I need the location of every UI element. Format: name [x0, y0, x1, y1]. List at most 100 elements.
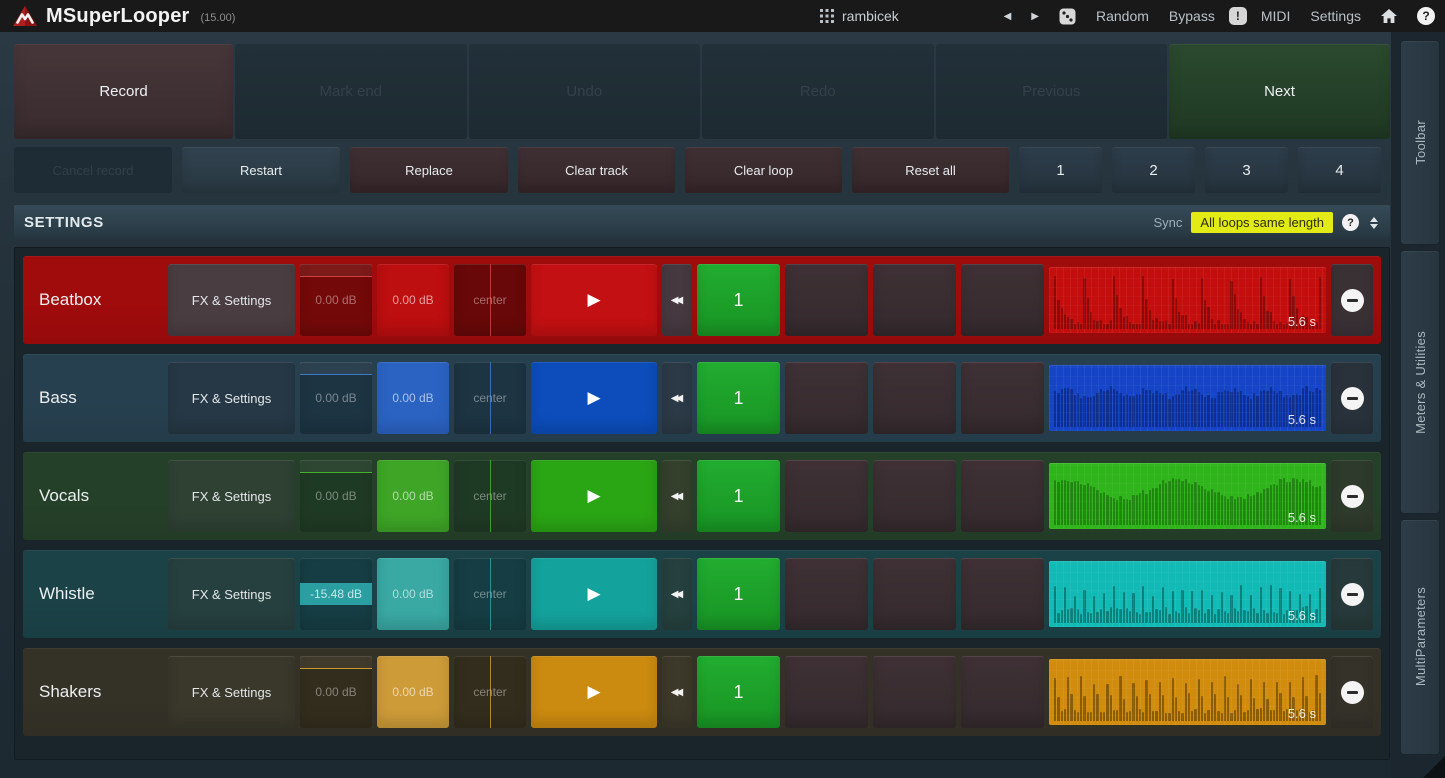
loop-slot-3[interactable]	[873, 264, 956, 336]
loop-slot-1[interactable]: 1	[697, 656, 780, 728]
volume-fader[interactable]: 0.00 dB	[300, 362, 372, 434]
next-button[interactable]: Next	[1169, 44, 1390, 139]
sidebar-tab-meters-utilities[interactable]: Meters & Utilities	[1400, 250, 1440, 514]
play-button[interactable]: ▶	[531, 264, 657, 336]
sync-help-icon[interactable]: ?	[1342, 214, 1359, 231]
pan-control[interactable]: center	[454, 656, 526, 728]
output-gain-control[interactable]: 0.00 dB	[377, 264, 449, 336]
midi-menu[interactable]: MIDI	[1260, 8, 1291, 24]
rewind-button[interactable]: ◀◀	[662, 656, 692, 728]
melda-logo-icon[interactable]	[13, 6, 37, 26]
rewind-button[interactable]: ◀◀	[662, 264, 692, 336]
waveform-display[interactable]: 5.6 s	[1049, 659, 1326, 725]
fx-settings-button[interactable]: FX & Settings	[168, 656, 295, 728]
sidebar-tab-toolbar[interactable]: Toolbar	[1400, 40, 1440, 245]
fx-settings-button[interactable]: FX & Settings	[168, 264, 295, 336]
output-gain-control[interactable]: 0.00 dB	[377, 656, 449, 728]
pan-control[interactable]: center	[454, 558, 526, 630]
pan-control[interactable]: center	[454, 264, 526, 336]
remove-track-button[interactable]	[1331, 656, 1373, 728]
volume-fader[interactable]: 0.00 dB	[300, 460, 372, 532]
next-preset-icon[interactable]: ▶	[1031, 10, 1039, 22]
volume-fader[interactable]: -15.48 dB	[300, 558, 372, 630]
4-button[interactable]: 4	[1298, 147, 1381, 193]
volume-fader[interactable]: 0.00 dB	[300, 656, 372, 728]
1-button[interactable]: 1	[1019, 147, 1102, 193]
randomize-dice-icon[interactable]	[1059, 8, 1076, 25]
reset-all-button[interactable]: Reset all	[852, 147, 1009, 193]
waveform-display[interactable]: 5.6 s	[1049, 463, 1326, 529]
track-name[interactable]: Whistle	[39, 584, 95, 603]
loop-slot-1[interactable]: 1	[697, 558, 780, 630]
track-row-vocals[interactable]: Vocals FX & Settings 0.00 dB 0.00 dB cen…	[23, 452, 1381, 540]
track-name[interactable]: Bass	[39, 388, 77, 407]
resize-handle[interactable]	[1423, 756, 1445, 778]
track-name[interactable]: Vocals	[39, 486, 90, 505]
output-gain-control[interactable]: 0.00 dB	[377, 460, 449, 532]
clear-track-button[interactable]: Clear track	[518, 147, 675, 193]
loop-slot-4[interactable]	[961, 460, 1044, 532]
loop-slot-1[interactable]: 1	[697, 362, 780, 434]
loop-slot-2[interactable]	[785, 362, 868, 434]
fx-settings-button[interactable]: FX & Settings	[168, 558, 295, 630]
loop-slot-2[interactable]	[785, 558, 868, 630]
help-icon[interactable]: ?	[1417, 7, 1435, 25]
sidebar-tab-multiparameters[interactable]: MultiParameters	[1400, 519, 1440, 755]
preset-selector[interactable]: rambicek	[820, 0, 899, 32]
output-gain-control[interactable]: 0.00 dB	[377, 558, 449, 630]
play-button[interactable]: ▶	[531, 460, 657, 532]
loop-slot-2[interactable]	[785, 656, 868, 728]
loop-slot-4[interactable]	[961, 558, 1044, 630]
play-button[interactable]: ▶	[531, 656, 657, 728]
loop-slot-3[interactable]	[873, 460, 956, 532]
warning-icon[interactable]: !	[1228, 7, 1247, 25]
bypass-menu[interactable]: Bypass	[1168, 8, 1215, 24]
loop-slot-2[interactable]	[785, 460, 868, 532]
waveform-display[interactable]: 5.6 s	[1049, 365, 1326, 431]
play-button[interactable]: ▶	[531, 362, 657, 434]
loop-slot-1[interactable]: 1	[697, 264, 780, 336]
track-row-beatbox[interactable]: Beatbox FX & Settings 0.00 dB 0.00 dB ce…	[23, 256, 1381, 344]
track-name[interactable]: Shakers	[39, 682, 102, 701]
track-name[interactable]: Beatbox	[39, 290, 102, 309]
replace-button[interactable]: Replace	[350, 147, 508, 193]
sync-spinner[interactable]	[1368, 216, 1380, 229]
loop-slot-4[interactable]	[961, 656, 1044, 728]
play-button[interactable]: ▶	[531, 558, 657, 630]
waveform-display[interactable]: 5.6 s	[1049, 267, 1326, 333]
loop-slot-2[interactable]	[785, 264, 868, 336]
3-button[interactable]: 3	[1205, 147, 1288, 193]
track-row-whistle[interactable]: Whistle FX & Settings -15.48 dB 0.00 dB …	[23, 550, 1381, 638]
track-row-bass[interactable]: Bass FX & Settings 0.00 dB 0.00 dB cente…	[23, 354, 1381, 442]
pan-control[interactable]: center	[454, 460, 526, 532]
rewind-button[interactable]: ◀◀	[662, 558, 692, 630]
loop-slot-4[interactable]	[961, 362, 1044, 434]
record-button[interactable]: Record	[14, 44, 233, 139]
restart-button[interactable]: Restart	[182, 147, 340, 193]
remove-track-button[interactable]	[1331, 558, 1373, 630]
2-button[interactable]: 2	[1112, 147, 1195, 193]
settings-menu[interactable]: Settings	[1310, 8, 1361, 24]
loop-slot-3[interactable]	[873, 656, 956, 728]
loop-slot-1[interactable]: 1	[697, 460, 780, 532]
pan-control[interactable]: center	[454, 362, 526, 434]
clear-loop-button[interactable]: Clear loop	[685, 147, 842, 193]
home-icon[interactable]	[1381, 8, 1397, 24]
fx-settings-button[interactable]: FX & Settings	[168, 362, 295, 434]
rewind-button[interactable]: ◀◀	[662, 362, 692, 434]
output-gain-control[interactable]: 0.00 dB	[377, 362, 449, 434]
loop-slot-3[interactable]	[873, 558, 956, 630]
previous-preset-icon[interactable]: ◀	[1003, 10, 1012, 22]
settings-section-header[interactable]: SETTINGS Sync All loops same length ?	[14, 205, 1390, 239]
loop-slot-4[interactable]	[961, 264, 1044, 336]
random-menu[interactable]: Random	[1096, 8, 1149, 24]
fx-settings-button[interactable]: FX & Settings	[168, 460, 295, 532]
rewind-button[interactable]: ◀◀	[662, 460, 692, 532]
volume-fader[interactable]: 0.00 dB	[300, 264, 372, 336]
remove-track-button[interactable]	[1331, 460, 1373, 532]
track-row-shakers[interactable]: Shakers FX & Settings 0.00 dB 0.00 dB ce…	[23, 648, 1381, 736]
remove-track-button[interactable]	[1331, 264, 1373, 336]
loop-slot-3[interactable]	[873, 362, 956, 434]
sync-dropdown[interactable]: All loops same length	[1191, 212, 1333, 233]
waveform-display[interactable]: 5.6 s	[1049, 561, 1326, 627]
